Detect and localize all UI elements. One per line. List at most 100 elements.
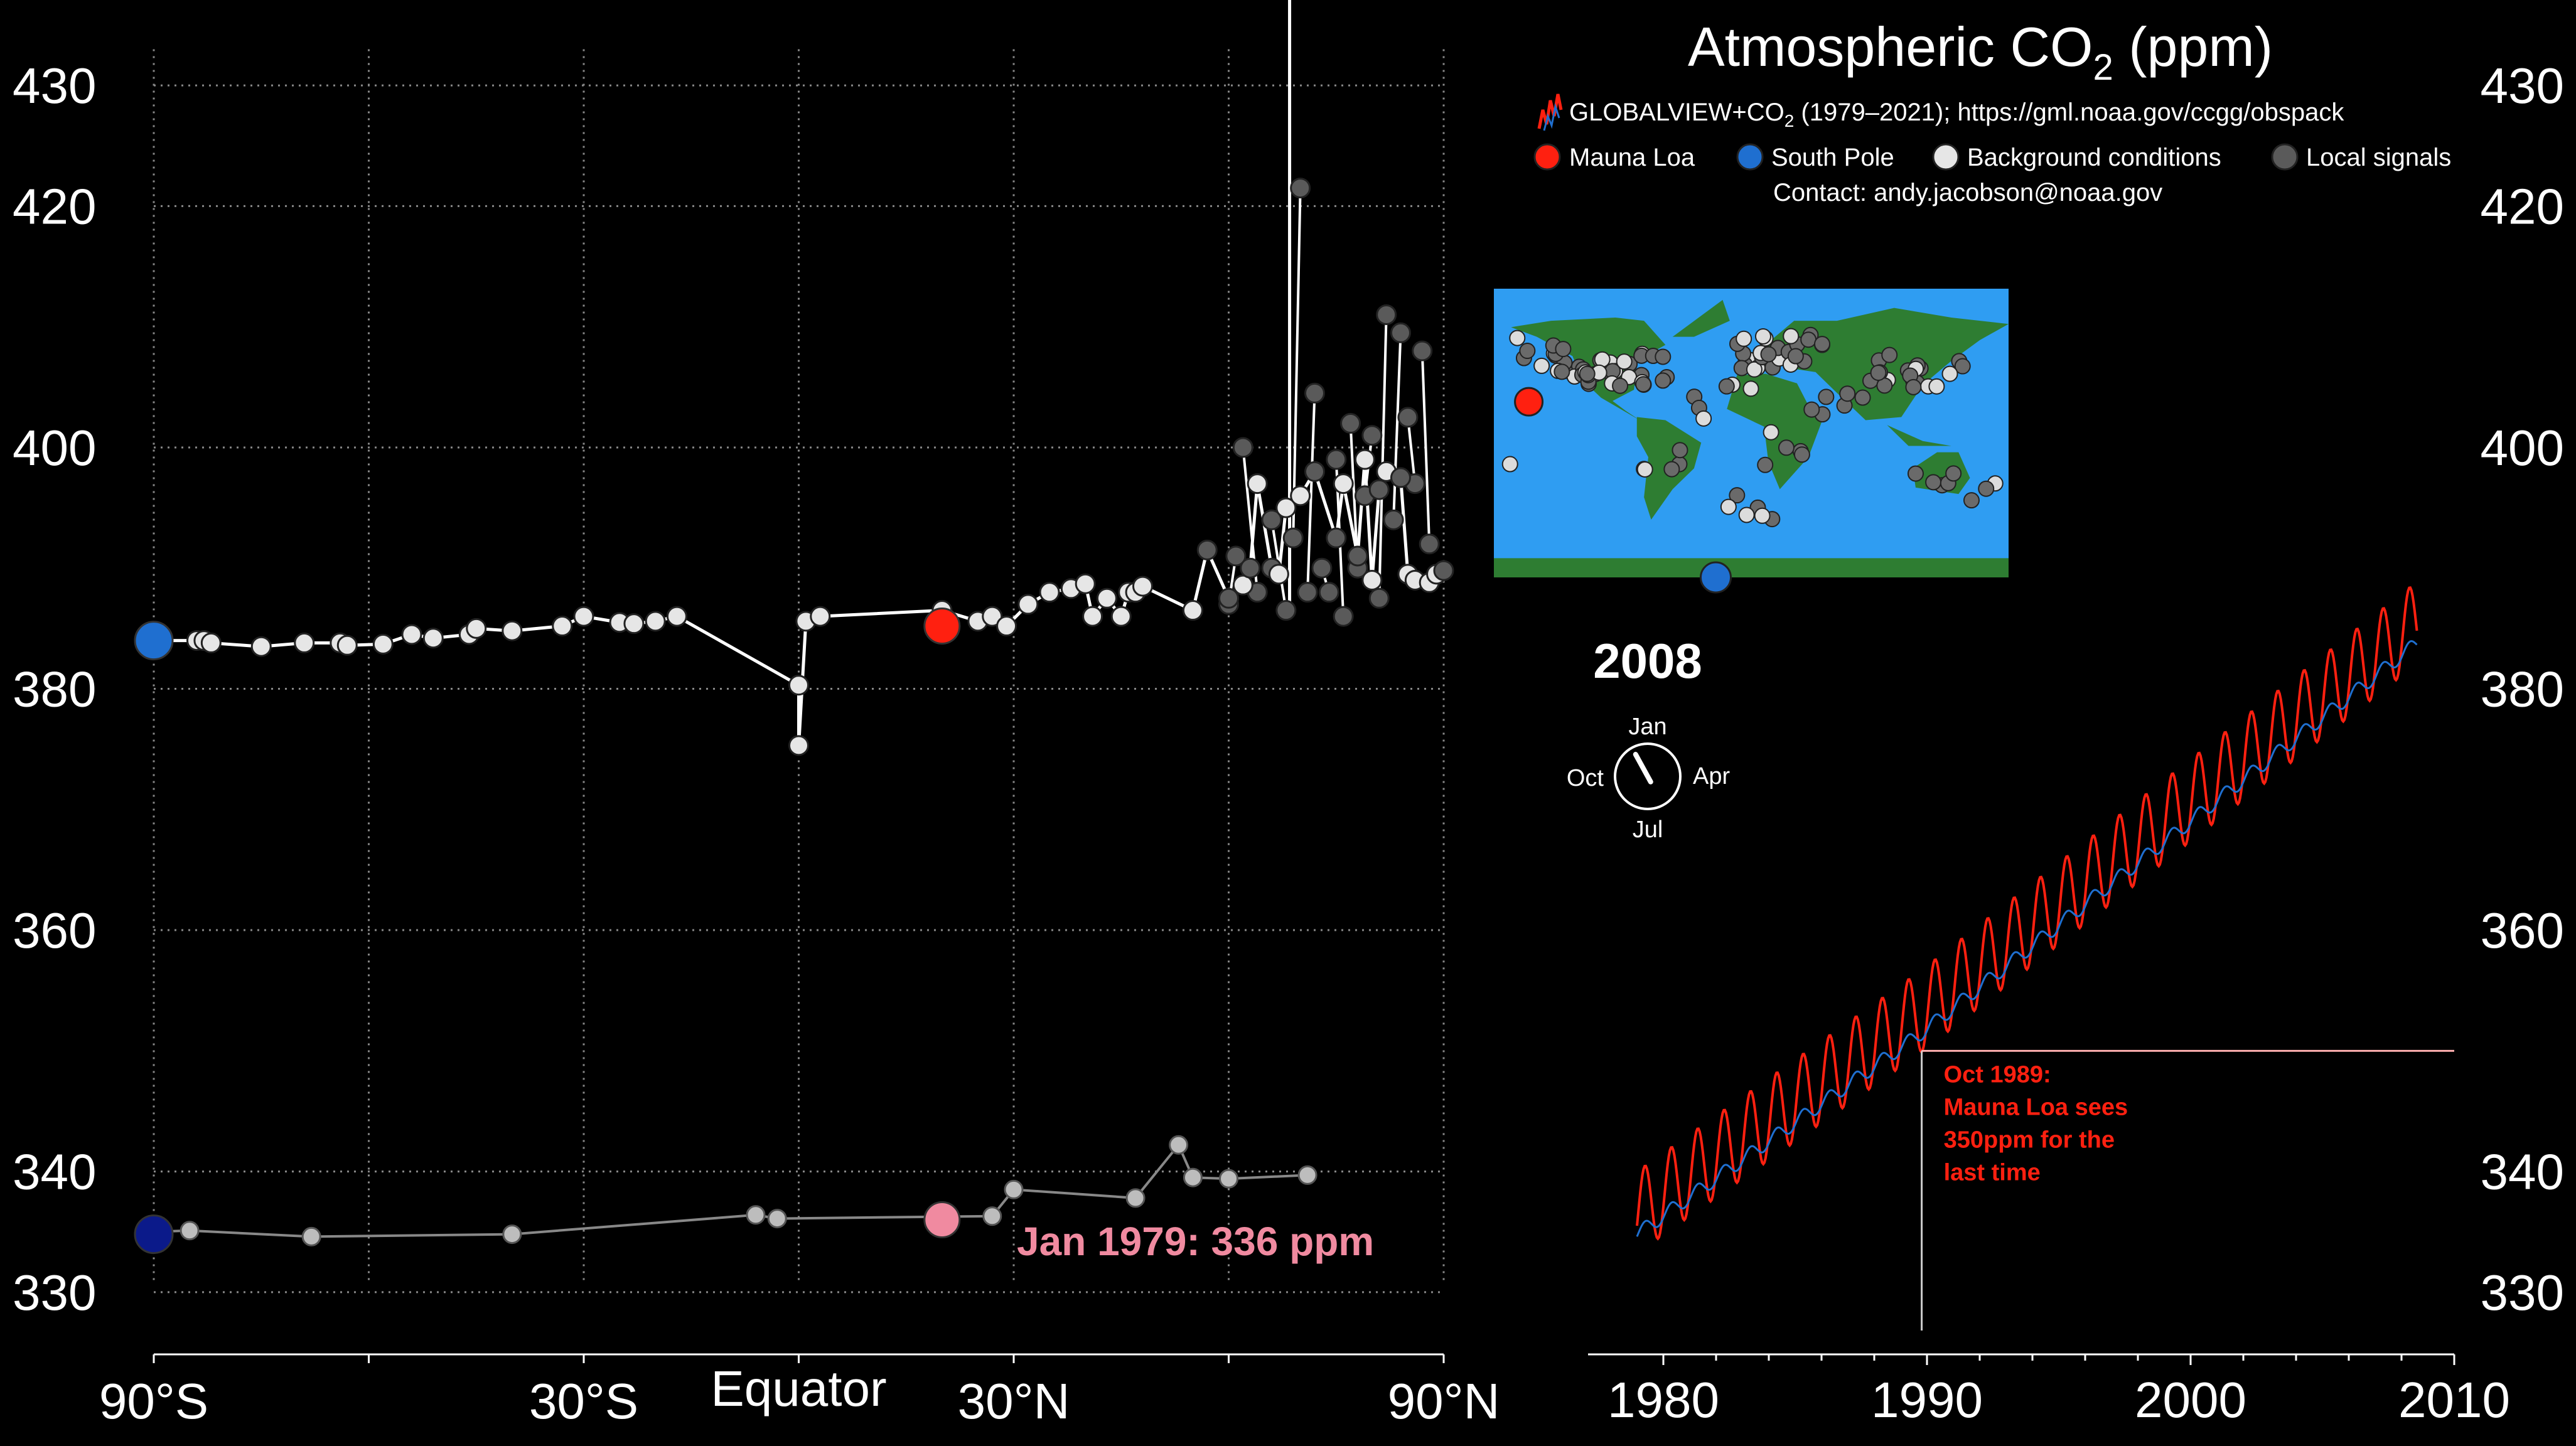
map-station [1787,348,1804,365]
map-station [1803,401,1820,418]
background-point [1110,606,1132,627]
legend-item-local: Local signals [2271,143,2451,171]
map-station [1718,378,1735,395]
local-signal-point [1304,461,1325,482]
baseline-annotation: Jan 1979: 336 ppm [1017,1219,1374,1264]
local-signal-point [1326,527,1347,549]
local-connector [1349,423,1359,569]
y-tick-label: 430 [2481,58,2564,114]
background-point [401,624,422,645]
map-station [1760,346,1777,363]
x-tick-label: 30°S [529,1373,638,1429]
background-point [1232,574,1253,596]
south-pole-line [1636,640,2418,1237]
map-station [1778,439,1795,456]
data-source-line: GLOBALVIEW+CO2 (1979–2021); https://gml.… [1569,99,2344,131]
y-tick-label: 420 [13,178,96,234]
map-station [1720,498,1737,515]
x-tick-label: 30°N [958,1373,1070,1429]
map-station [1963,492,1980,509]
data-point-1979 [502,1224,522,1245]
legend: Mauna Loa South Pole Background conditio… [1533,143,2451,171]
y-tick-label: 330 [13,1265,96,1320]
data-point-1979 [1219,1169,1238,1189]
background-point [422,628,444,649]
local-signal-point [1368,587,1390,609]
map-station [1783,328,1800,345]
local-signal-point [1376,304,1397,325]
map-landmass [1887,425,1951,446]
data-point-1979 [1004,1179,1024,1199]
background-point [1075,573,1096,594]
year-label: 2008 [1593,633,1702,688]
map-station [1854,389,1871,406]
map-station [1941,365,1958,382]
background-point [666,606,687,627]
map-landmass [1672,299,1730,337]
map-station [1870,364,1887,381]
map-station [1907,465,1924,482]
local-signal-point [1347,545,1368,567]
background-point [788,735,809,756]
background-point [1017,594,1039,615]
local-signal-point [1218,587,1239,609]
figure-title: Atmospheric CO2 (ppm) [1688,16,2273,88]
background-point [1082,606,1103,627]
map-landmass [1494,558,2009,577]
station-map [1494,289,2009,594]
map-station [1616,353,1633,370]
background-point [502,620,523,641]
background-point [1275,497,1297,518]
map-station [1754,328,1771,345]
background-point [645,611,666,632]
map-mauna-loa [1514,387,1544,417]
source-icon [1537,94,1563,131]
local-signal-point [1397,407,1419,428]
map-station [1555,341,1572,358]
y-tick-label: 330 [2481,1265,2564,1320]
local-signal-point [1261,509,1282,530]
map-station [1655,348,1672,365]
map-station [1738,506,1755,523]
local-signal-point [1282,527,1304,549]
contact-line: Contact: andy.jacobson@noaa.gov [1773,179,2162,206]
background-point [623,613,645,635]
data-point-1979 [982,1206,1002,1226]
time-series-x-axis: 1980 1990 2000 2010 [1607,1372,2510,1428]
data-point-1979 [746,1205,766,1225]
background-point [552,616,573,637]
local-signal-point [1383,509,1404,530]
x-tick-label: Equator [711,1361,886,1417]
background-point [1132,576,1153,597]
oct-1989-annotation: Oct 1989: Mauna Loa sees 350ppm for the las… [1944,1061,2128,1186]
map-station [1663,461,1680,478]
map-station [1881,346,1898,363]
data-point-1979 [180,1221,200,1241]
background-point [788,675,809,696]
map-station [1757,456,1774,473]
latitude-chart-x-axis: 90°S 30°S Equator 30°N 90°N [99,1361,1500,1429]
map-station [1635,376,1652,393]
map-station [1509,329,1526,346]
local-signal-point [1311,557,1333,579]
y-tick-label: 400 [2481,420,2564,476]
x-tick-label: 2000 [2135,1372,2246,1428]
background-point [1361,569,1383,591]
map-station [1729,487,1746,504]
time-series-grid [1588,1353,2455,1365]
background-point [1333,473,1354,495]
map-station [1636,461,1653,478]
background-point [982,606,1003,627]
local-connector [1378,314,1388,599]
clock-label-jan: Jan [1628,714,1666,740]
local-signal-point [1318,582,1339,603]
map-station [1814,336,1831,353]
background-point [294,632,315,653]
map-station [1763,424,1779,441]
map-station [1954,358,1971,375]
clock-label-jul: Jul [1633,817,1663,843]
local-signal-point [1412,340,1433,362]
season-clock: Jan Apr Jul Oct [1567,714,1731,843]
map-station [1746,361,1763,378]
